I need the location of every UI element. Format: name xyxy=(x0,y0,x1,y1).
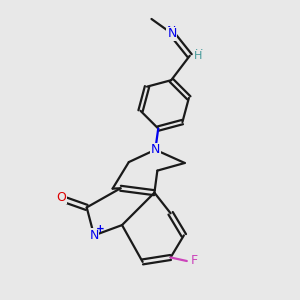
Text: +: + xyxy=(96,224,105,234)
Text: N: N xyxy=(151,143,160,156)
Text: H: H xyxy=(194,51,202,61)
Text: N: N xyxy=(89,229,99,242)
Text: H: H xyxy=(194,49,203,59)
Text: N: N xyxy=(167,25,176,38)
Text: N: N xyxy=(151,143,160,156)
Text: F: F xyxy=(190,254,198,267)
Text: O: O xyxy=(57,190,67,204)
Text: N: N xyxy=(167,27,177,40)
